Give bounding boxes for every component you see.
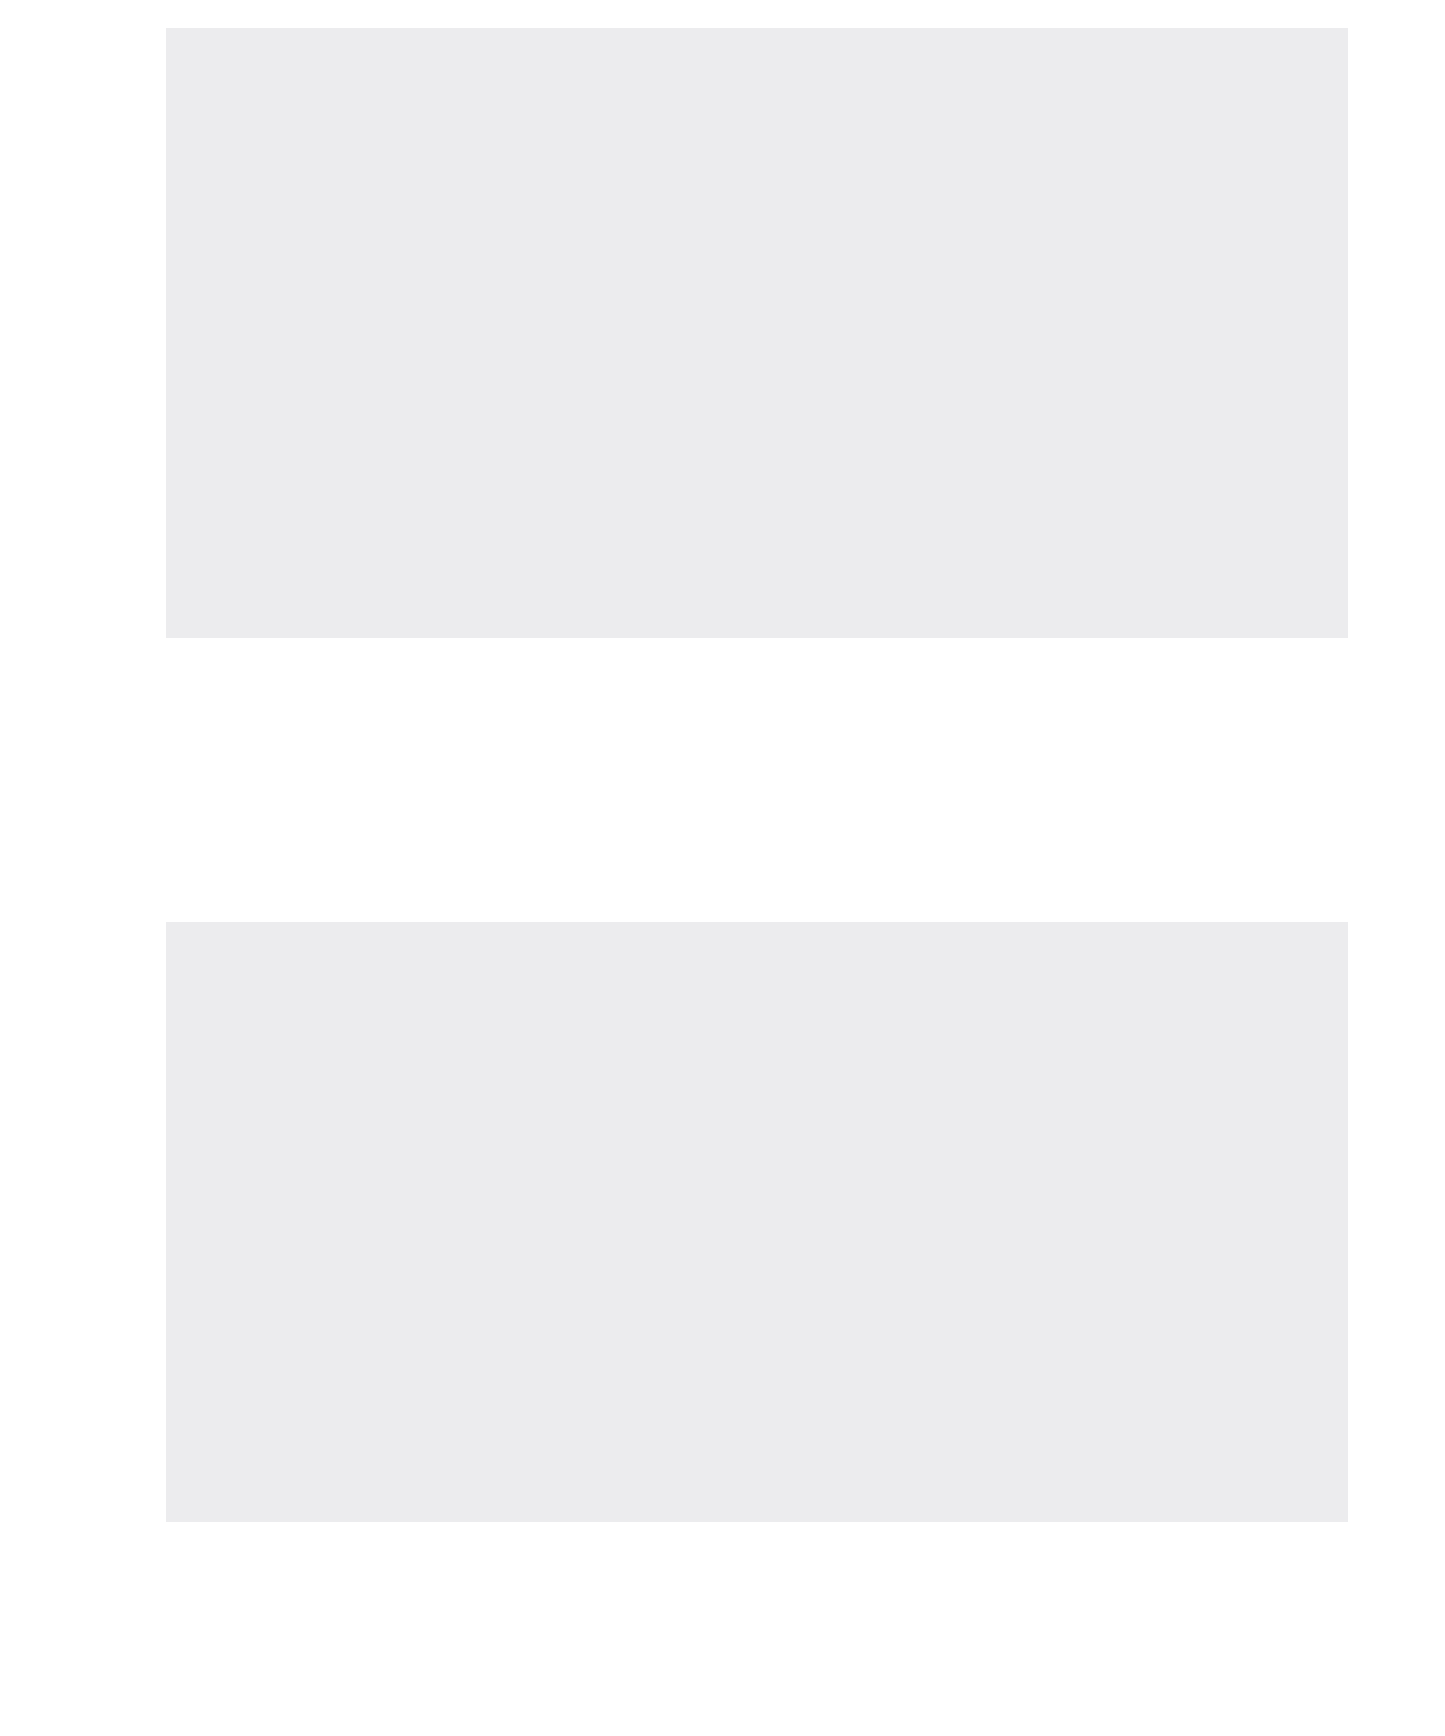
tone-plot-area: [166, 28, 1348, 638]
mid-chart-canvas: [166, 922, 466, 1072]
tone-chart-canvas: [166, 28, 466, 178]
mid-plot-area: [166, 922, 1348, 1522]
